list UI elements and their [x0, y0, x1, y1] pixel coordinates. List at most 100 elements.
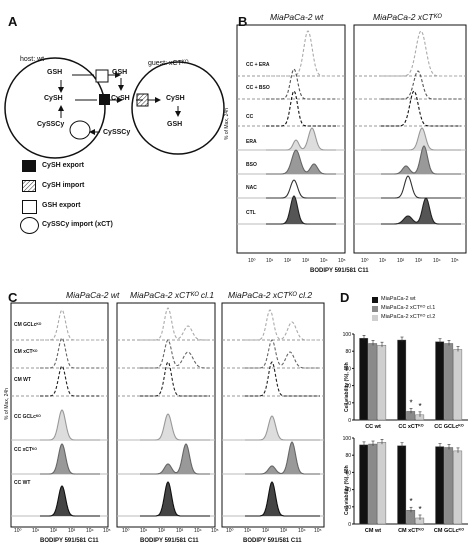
bar	[397, 339, 407, 421]
histogram-trace	[140, 413, 210, 441]
panel-c-col1-title: MiaPaCa-2 wt	[66, 290, 120, 300]
tick: 10³	[415, 258, 423, 264]
tick: 10²	[50, 528, 58, 534]
y-tick-label: 0	[348, 522, 351, 528]
guest-cysh-label: CySH	[166, 95, 185, 102]
tick: 10²	[284, 258, 292, 264]
bar	[377, 344, 387, 421]
tick: 10⁵	[103, 528, 111, 534]
significance-star: *	[409, 398, 412, 407]
histogram-trace	[40, 337, 100, 369]
tick: 10³	[176, 528, 184, 534]
host-gsh-label: GSH	[47, 69, 63, 76]
tick: 10⁰	[248, 258, 256, 264]
legend-label-cl1: MiaPaCa-2 xCTᴷᴼ cl.1	[381, 305, 436, 311]
y-tick-label: 100	[343, 332, 352, 338]
tick: 10¹	[244, 528, 252, 534]
host-label: host: wt	[20, 56, 45, 63]
histogram-trace	[245, 361, 320, 397]
histogram-trace	[381, 30, 461, 77]
bar	[359, 444, 369, 525]
panel-b-row-ctl: CTL	[246, 210, 256, 216]
significance-star: *	[409, 497, 412, 506]
bar	[359, 338, 369, 421]
panel-c-xlabel-2: BODIPY 591/581 C11	[140, 538, 199, 544]
tick: 10⁴	[433, 258, 441, 264]
panel-b-frame-ko	[353, 24, 467, 254]
panel-c-frame	[221, 302, 325, 528]
bar	[453, 349, 463, 421]
panel-c-ylabel: % of Max, 24h	[4, 388, 10, 420]
y-tick-label: 40	[345, 488, 351, 494]
panel-c-col3-title: MiaPaCa-2 xCTᴷᴼ cl.2	[228, 290, 313, 300]
histogram-trace	[140, 339, 210, 369]
histogram-trace	[381, 145, 461, 175]
cyssc-import-circle	[69, 120, 91, 140]
tick: 10³	[280, 528, 288, 534]
y-tick-label: 0	[348, 418, 351, 424]
y-tick-label: 20	[345, 505, 351, 511]
panel-b-col2-title: MiaPaCa-2 xCTᴷᴼ	[373, 12, 442, 22]
category-label: CM GCLcᴷᴼ	[434, 527, 464, 534]
y-tick-label: 100	[343, 436, 352, 442]
panel-c-row-cm-wt: CM WT	[14, 377, 31, 383]
panel-b-row-era: ERA	[246, 139, 257, 145]
bar	[377, 442, 387, 525]
outside-cyssc-label: CySSCy	[103, 129, 131, 136]
legend-swatch-cl1	[372, 306, 378, 312]
tick: 10⁵	[338, 258, 346, 264]
bar	[444, 343, 454, 421]
guest-cell-circle	[131, 61, 225, 155]
legend-gsh-export: GSH export	[42, 202, 81, 209]
tick: 10¹	[379, 258, 387, 264]
cysh-export-square	[99, 94, 110, 105]
histogram-trace	[40, 443, 100, 475]
histogram-trace	[40, 365, 100, 397]
panel-b-row-cc: CC	[246, 114, 254, 120]
panel-b-row-cc-era: CC + ERA	[246, 62, 270, 68]
histogram-trace	[140, 361, 210, 397]
mid-cysh-label: CySH	[111, 95, 130, 102]
tick: 10⁵	[451, 258, 459, 264]
histogram-trace	[40, 485, 100, 517]
histogram-trace	[40, 409, 100, 441]
panel-b-row-nac: NAC	[246, 185, 257, 191]
tick: 10²	[158, 528, 166, 534]
panel-b-histograms	[236, 24, 467, 254]
category-label: CC xCTᴷᴼ	[398, 423, 423, 430]
histogram-trace	[140, 443, 210, 475]
panel-d-bar-charts: 0 20 40 60 80 100 CC wt * * CC xCTᴷᴼ CC GCLcᴷᴼ 0 20 4…	[343, 332, 468, 534]
panel-b-frame-wt	[236, 24, 346, 254]
tick: 10²	[262, 528, 270, 534]
legend-swatch-wt	[372, 297, 378, 303]
histogram-trace	[245, 481, 320, 517]
y-tick-label: 20	[345, 401, 351, 407]
panel-b-col1-title: MiaPaCa-2 wt	[270, 12, 324, 22]
panel-c-row-cc-xct: CC xCTᴷᴼ	[14, 447, 37, 453]
panel-c-row-cc-wt: CC WT	[14, 480, 31, 486]
histogram-trace	[266, 195, 336, 225]
y-tick-label: 80	[345, 453, 351, 459]
panel-a-diagram	[4, 57, 225, 159]
histogram-trace	[266, 127, 336, 151]
tick: 10⁰	[361, 258, 369, 264]
legend-white-circle-icon	[20, 217, 39, 234]
legend-black-square-icon	[22, 160, 36, 172]
y-tick-label: 40	[345, 384, 351, 390]
bar	[368, 443, 378, 525]
category-label: CM wt	[365, 528, 381, 534]
histogram-trace	[266, 30, 336, 77]
histogram-trace	[381, 175, 461, 199]
histogram-trace	[381, 197, 461, 225]
tick: 10³	[302, 258, 310, 264]
panel-c-xlabel-3: BODIPY 591/581 C11	[243, 538, 302, 544]
panel-b-ylabel: % of Max, 24h	[224, 108, 230, 140]
legend-hatched-square-icon	[22, 180, 36, 192]
bar	[406, 510, 416, 525]
panel-label-b: B	[238, 14, 248, 29]
panel-b-row-bso: BSO	[246, 162, 257, 168]
legend-cysh-export: CySH export	[42, 162, 85, 169]
panel-b-row-cc-bso: CC + BSO	[246, 85, 270, 91]
panel-c-row-cm-xct: CM xCTᴷᴼ	[14, 349, 38, 355]
host-cysh-label: CySH	[44, 95, 63, 102]
